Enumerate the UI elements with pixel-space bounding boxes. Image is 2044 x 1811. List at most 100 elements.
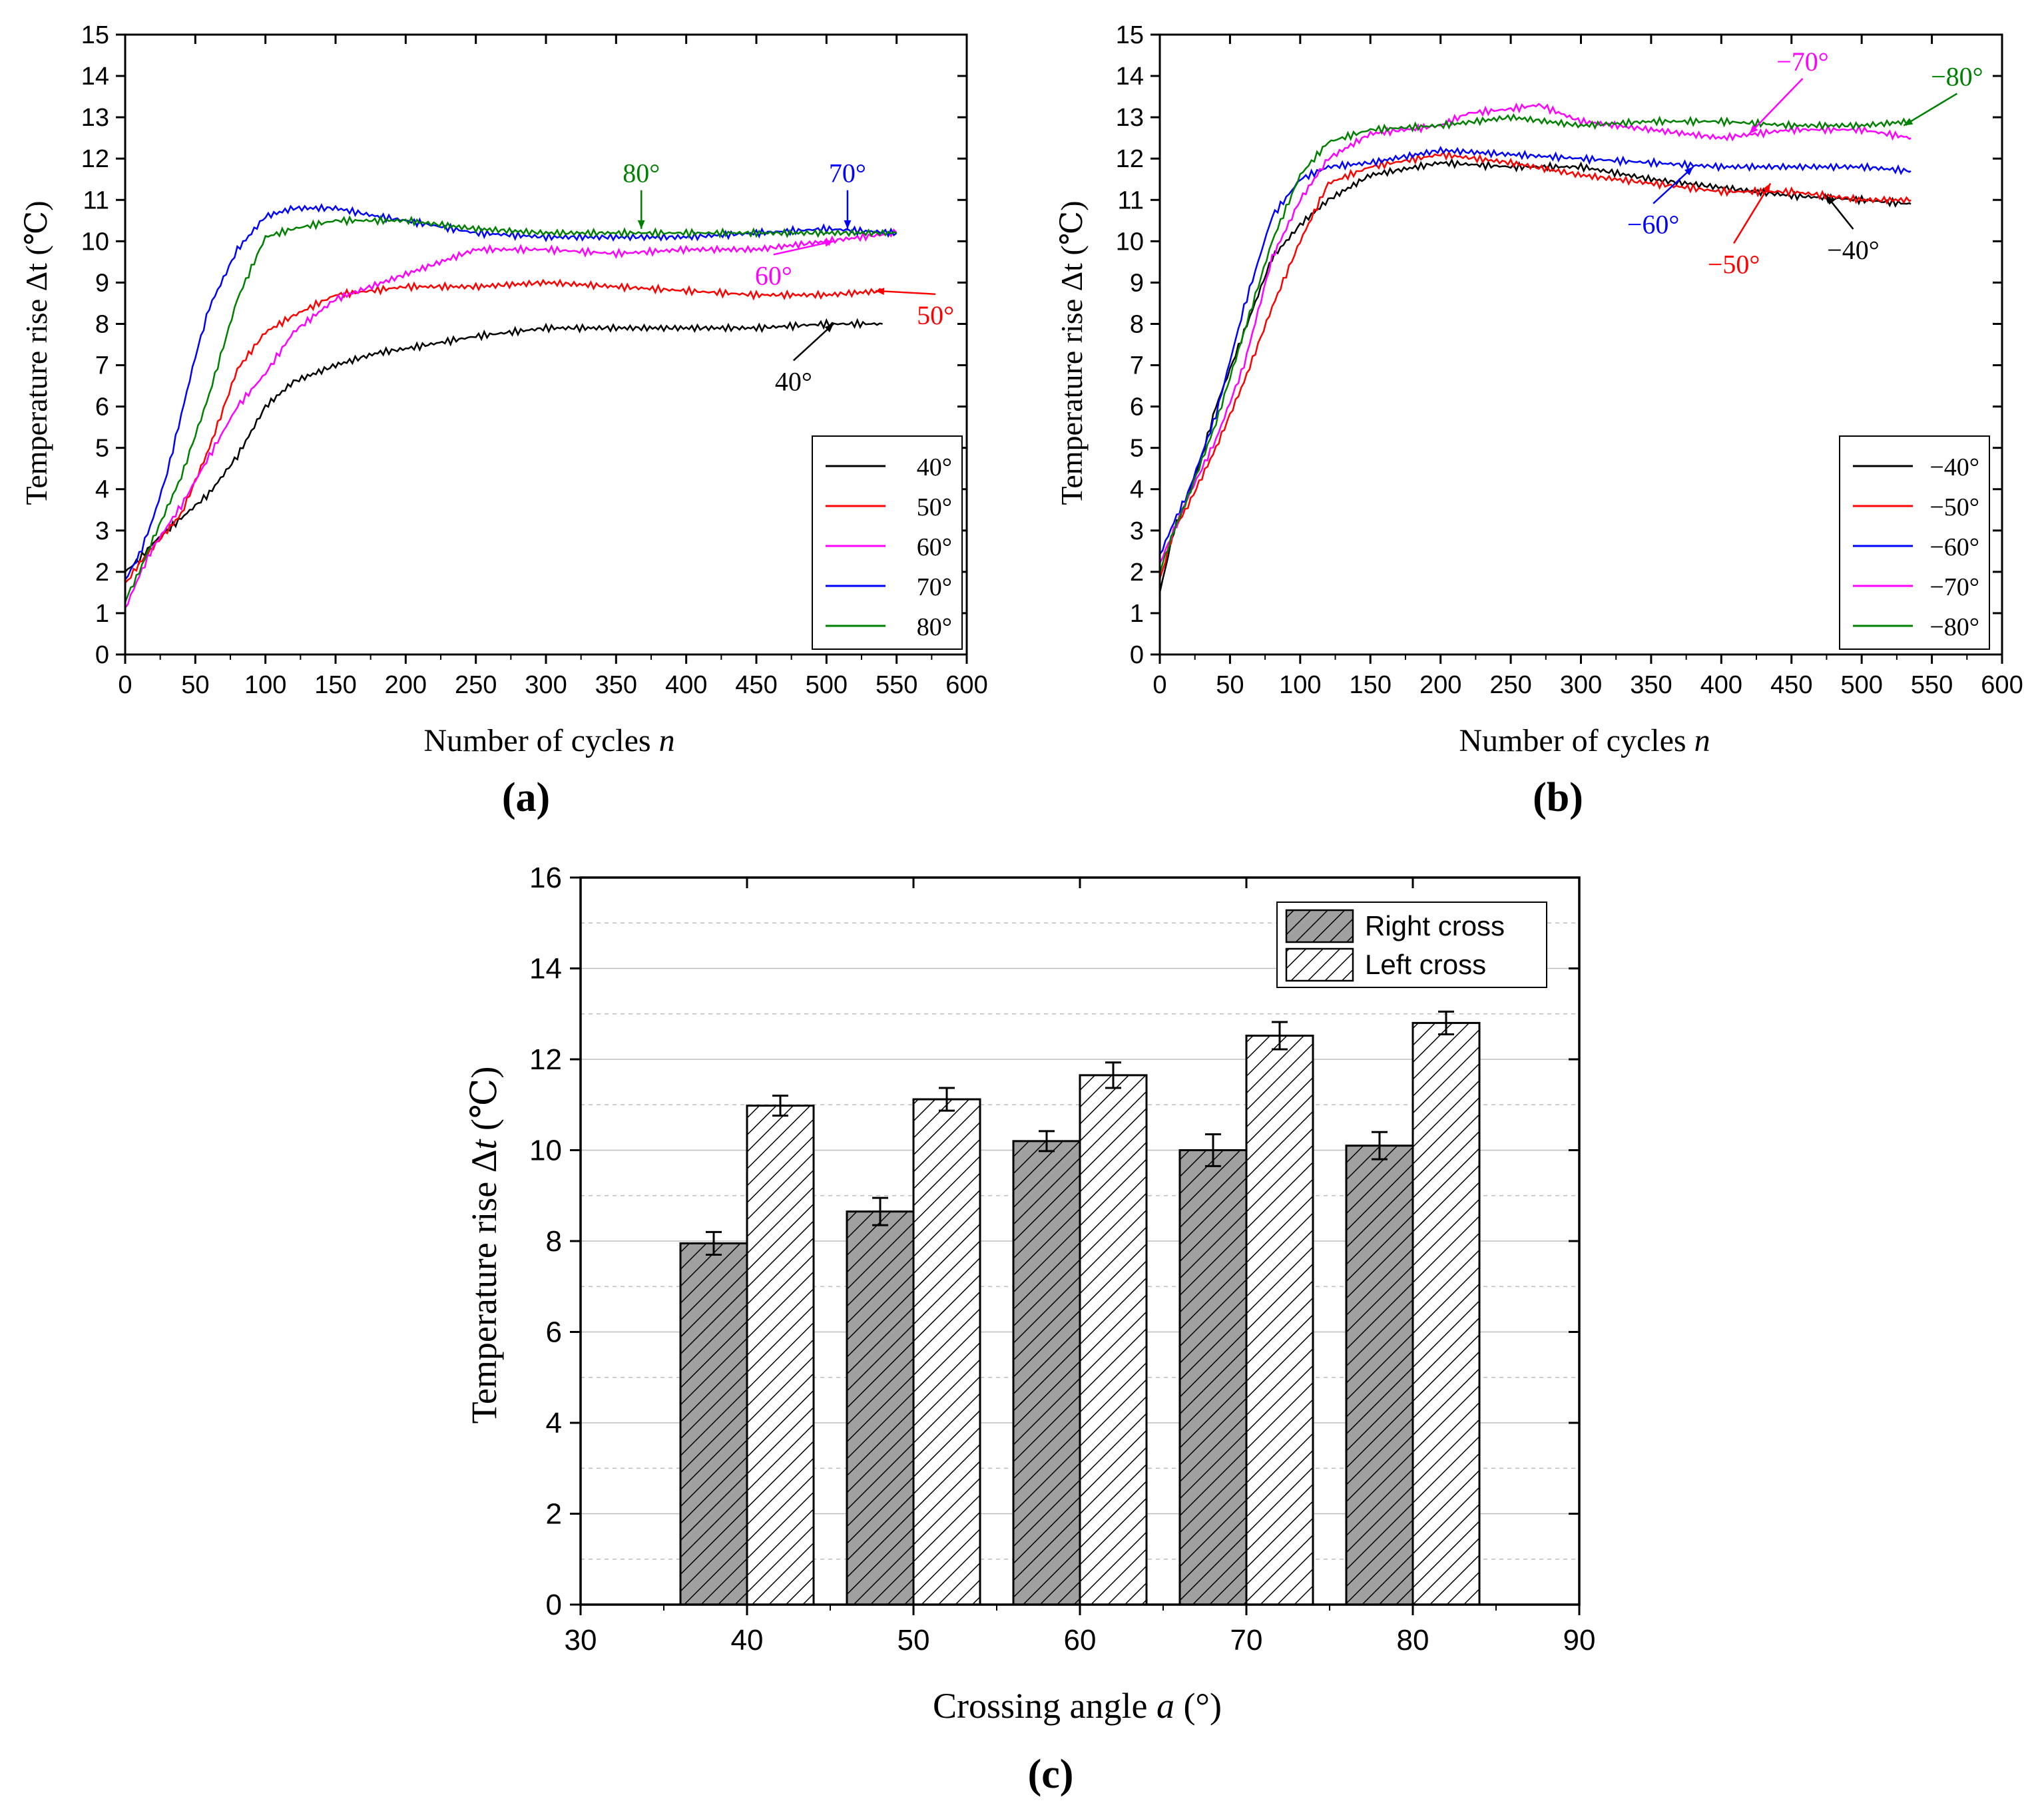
y-tick-label: 14	[81, 63, 109, 91]
x-tick-label: 40	[731, 1624, 764, 1657]
x-tick-label: 400	[1700, 671, 1742, 699]
annotation-arrow	[793, 323, 834, 362]
y-tick-label: 14	[1116, 63, 1144, 91]
legend-swatch-Right cross	[1285, 909, 1354, 943]
y-tick-label: 7	[95, 352, 109, 380]
y-tick-label: 8	[95, 310, 109, 338]
annotation-arrowhead	[844, 220, 852, 229]
x-tick-label: 550	[876, 671, 917, 699]
annotation-label: 80°	[623, 158, 660, 188]
legend-label-50°: 50°	[917, 493, 952, 521]
x-tick-label: 600	[1981, 671, 2023, 699]
annotation-arrowhead	[1762, 183, 1771, 193]
bar-Right cross	[1012, 1140, 1081, 1606]
panel-b-xlabel: Number of cycles n	[1459, 723, 1710, 758]
x-tick-label: 70	[1230, 1624, 1263, 1657]
legend-label-80°: 80°	[917, 613, 952, 641]
x-tick-label: 200	[1419, 671, 1461, 699]
x-tick-label: 30	[565, 1624, 597, 1657]
panel-a-plot-area: 0 50 100 150 200 250 300 350 400 450 500 550 6000123…	[81, 21, 988, 699]
x-tick-label: 50	[181, 671, 209, 699]
bar-Left cross	[1079, 1074, 1148, 1606]
y-tick-label: 6	[95, 393, 109, 421]
annotation-arrow	[1748, 78, 1804, 134]
bar-Left cross	[912, 1098, 981, 1606]
bar-Right cross	[1345, 1145, 1414, 1606]
legend-label-70°: 70°	[917, 573, 952, 601]
x-tick-label: 200	[385, 671, 427, 699]
y-tick-label: 11	[83, 186, 109, 214]
series-line-−60°	[1159, 146, 1912, 555]
y-tick-label: 5	[95, 435, 109, 463]
annotation-arrowhead	[1684, 166, 1694, 176]
annotation-label: 40°	[775, 366, 812, 396]
annotation-label: −70°	[1776, 47, 1829, 77]
panel-a-chart: 0 50 100 150 200 250 300 350 400 450 500 550 6000123…	[19, 21, 988, 820]
panel-a-xlabel: Number of cycles n	[423, 723, 674, 758]
legend-label-−60°: −60°	[1929, 533, 1979, 561]
y-tick-label: 6	[546, 1316, 562, 1349]
x-tick-label: 300	[525, 671, 567, 699]
y-tick-label: 8	[1130, 310, 1144, 338]
y-tick-label: 2	[95, 559, 109, 587]
y-tick-label: 4	[546, 1407, 562, 1439]
y-tick-label: 2	[1130, 559, 1144, 587]
x-tick-label: 450	[1770, 671, 1812, 699]
y-tick-label: 8	[546, 1225, 562, 1258]
panel-c-chart: 30 40 50 60 70 80 90 0 2 4 6 8 10 12 14 16 Right cross Le…	[464, 862, 1595, 1797]
panel-a-ylabel: Temperature rise Δt (℃)	[19, 200, 53, 505]
panel-c-label: (c)	[1028, 1752, 1074, 1797]
legend-label-Left cross: Left cross	[1365, 949, 1486, 980]
y-tick-label: 13	[81, 104, 109, 132]
annotation-arrowhead	[1904, 118, 1914, 126]
legend-swatch-Left cross	[1285, 947, 1354, 982]
y-tick-label: 4	[1130, 476, 1144, 504]
x-tick-label: 150	[1350, 671, 1392, 699]
y-tick-label: 9	[95, 269, 109, 297]
panel-b-chart: 0 50 100 150 200 250 300 350 400 450 500 550 6000123…	[1055, 21, 2023, 820]
y-tick-label: 10	[81, 228, 109, 256]
x-tick-label: 550	[1911, 671, 1953, 699]
panel-c-xlabel: Crossing angle a (°)	[933, 1686, 1222, 1726]
legend-label-−40°: −40°	[1929, 453, 1979, 481]
y-tick-label: 16	[529, 862, 562, 894]
annotation-arrow	[1653, 166, 1694, 204]
bar-Left cross	[1411, 1021, 1481, 1606]
x-tick-label: 0	[1152, 671, 1166, 699]
y-tick-label: 6	[1130, 393, 1144, 421]
y-tick-label: 9	[1130, 269, 1144, 297]
y-tick-label: 0	[1130, 641, 1144, 669]
legend-box	[812, 435, 963, 650]
legend-label-−80°: −80°	[1929, 613, 1979, 641]
y-tick-label: 0	[95, 641, 109, 669]
y-tick-label: 15	[81, 21, 109, 49]
y-tick-label: 12	[1116, 145, 1144, 173]
x-tick-label: 100	[244, 671, 286, 699]
bar-Right cross	[846, 1210, 915, 1606]
y-tick-label: 3	[1130, 517, 1144, 545]
x-tick-label: 600	[945, 671, 987, 699]
series-line-−70°	[1158, 103, 1912, 564]
y-tick-label: 14	[529, 953, 562, 985]
annotation-label: 70°	[829, 158, 866, 188]
legend-box	[1839, 435, 1990, 650]
legend-label-−70°: −70°	[1929, 573, 1979, 601]
annotation-arrow	[1903, 93, 1958, 127]
annotation-arrowhead	[824, 239, 834, 247]
panel-c-ylabel: Temperature rise Δt (℃)	[464, 1067, 504, 1424]
y-tick-label: 1	[1130, 600, 1144, 628]
x-tick-label: 500	[1840, 671, 1882, 699]
x-tick-label: 350	[595, 671, 637, 699]
annotation-arrowhead	[1749, 125, 1758, 134]
annotation-label: −40°	[1827, 235, 1880, 265]
annotation-label: −50°	[1708, 249, 1760, 279]
bar-Right cross	[679, 1242, 748, 1606]
x-tick-label: 250	[455, 671, 497, 699]
legend-label-40°: 40°	[917, 453, 952, 481]
series-line-50°	[125, 278, 884, 584]
y-tick-label: 15	[1116, 21, 1144, 49]
series-line-40°	[125, 318, 883, 573]
series-line-−80°	[1158, 113, 1912, 574]
y-tick-label: 4	[95, 476, 109, 504]
